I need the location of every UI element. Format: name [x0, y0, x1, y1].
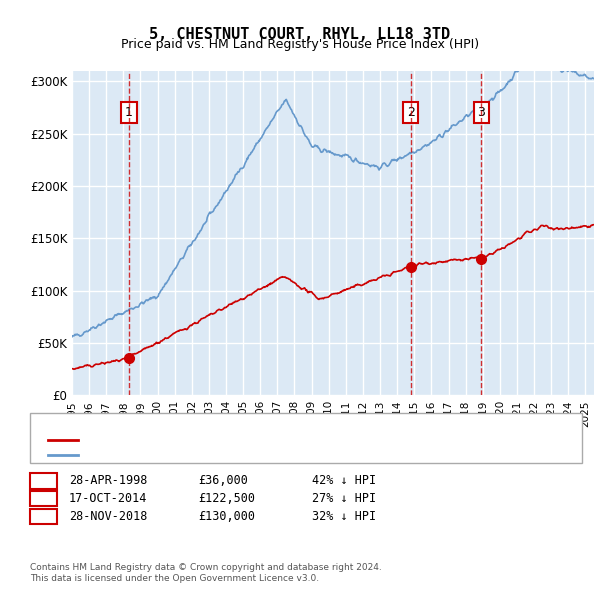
Text: 27% ↓ HPI: 27% ↓ HPI — [312, 492, 376, 505]
Text: £130,000: £130,000 — [198, 510, 255, 523]
Text: 2: 2 — [40, 492, 48, 505]
Text: 1: 1 — [125, 106, 133, 119]
Text: 5, CHESTNUT COURT, RHYL, LL18 3TD (detached house): 5, CHESTNUT COURT, RHYL, LL18 3TD (detac… — [84, 435, 398, 444]
Text: 28-NOV-2018: 28-NOV-2018 — [69, 510, 148, 523]
Text: £122,500: £122,500 — [198, 492, 255, 505]
Text: 17-OCT-2014: 17-OCT-2014 — [69, 492, 148, 505]
Text: 2: 2 — [407, 106, 415, 119]
Text: HPI: Average price, detached house, Denbighshire: HPI: Average price, detached house, Denb… — [84, 451, 365, 460]
Text: 42% ↓ HPI: 42% ↓ HPI — [312, 474, 376, 487]
Text: 3: 3 — [477, 106, 485, 119]
Text: 32% ↓ HPI: 32% ↓ HPI — [312, 510, 376, 523]
Text: 1: 1 — [40, 474, 48, 487]
Text: 5, CHESTNUT COURT, RHYL, LL18 3TD: 5, CHESTNUT COURT, RHYL, LL18 3TD — [149, 27, 451, 41]
Text: 28-APR-1998: 28-APR-1998 — [69, 474, 148, 487]
Text: Price paid vs. HM Land Registry's House Price Index (HPI): Price paid vs. HM Land Registry's House … — [121, 38, 479, 51]
Text: 3: 3 — [40, 510, 48, 523]
Text: Contains HM Land Registry data © Crown copyright and database right 2024.
This d: Contains HM Land Registry data © Crown c… — [30, 563, 382, 583]
Text: £36,000: £36,000 — [198, 474, 248, 487]
